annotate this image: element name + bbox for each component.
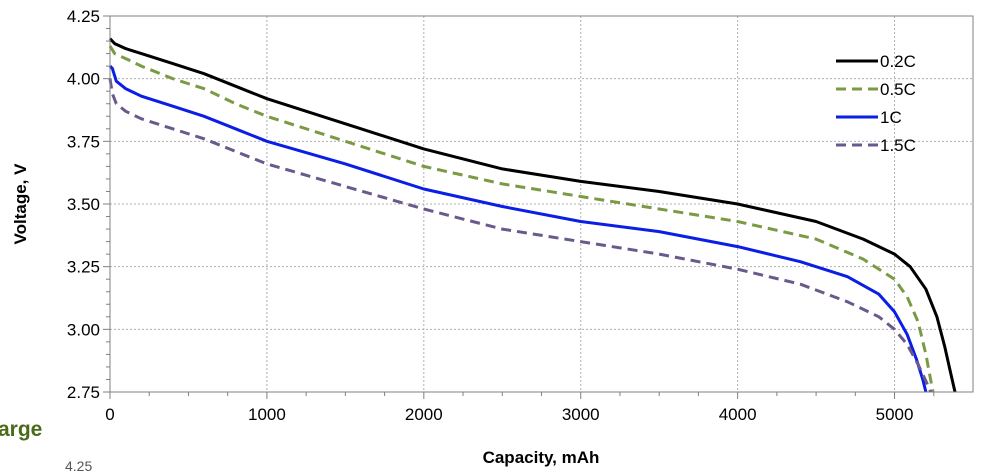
y-tick-label: 3.25 bbox=[67, 258, 100, 277]
x-tick-label: 3000 bbox=[562, 405, 600, 424]
y-axis-title: Voltage, V bbox=[11, 163, 30, 245]
legend-label: 0.2C bbox=[880, 52, 916, 71]
plot-area bbox=[110, 16, 973, 392]
y-axis-ticks: 2.75 3.00 3.25 3.50 3.75 4.00 4.25 bbox=[67, 7, 110, 402]
y-tick-label: 4.00 bbox=[67, 70, 100, 89]
series-line-0-2C bbox=[108, 37, 957, 393]
series-line-0-5C bbox=[108, 45, 935, 393]
clipped-title-fragment: arge bbox=[0, 418, 43, 441]
clipped-tick-fragment: 4.25 bbox=[65, 458, 93, 474]
x-tick-label: 1000 bbox=[248, 405, 286, 424]
legend-label: 1.5C bbox=[880, 136, 916, 155]
series-line-1C bbox=[108, 65, 928, 393]
legend-label: 1C bbox=[880, 108, 902, 127]
series-line-1-5C bbox=[108, 78, 932, 393]
x-tick-label: 4000 bbox=[719, 405, 757, 424]
y-tick-label: 3.50 bbox=[67, 195, 100, 214]
legend: 0.2C 0.5C 1C 1.5C bbox=[836, 52, 916, 155]
y-tick-label: 3.00 bbox=[67, 320, 100, 339]
x-tick-label: 5000 bbox=[876, 405, 914, 424]
y-tick-label: 3.75 bbox=[67, 132, 100, 151]
x-axis-title: Capacity, mAh bbox=[483, 448, 600, 467]
y-tick-label: 4.25 bbox=[67, 7, 100, 26]
legend-label: 0.5C bbox=[880, 80, 916, 99]
x-tick-label: 0 bbox=[105, 405, 114, 424]
x-tick-label: 2000 bbox=[405, 405, 443, 424]
y-tick-label: 2.75 bbox=[67, 383, 100, 402]
plot-border bbox=[109, 15, 974, 393]
series-lines bbox=[108, 37, 957, 393]
x-axis-ticks: 0 1000 2000 3000 4000 5000 bbox=[105, 392, 935, 424]
